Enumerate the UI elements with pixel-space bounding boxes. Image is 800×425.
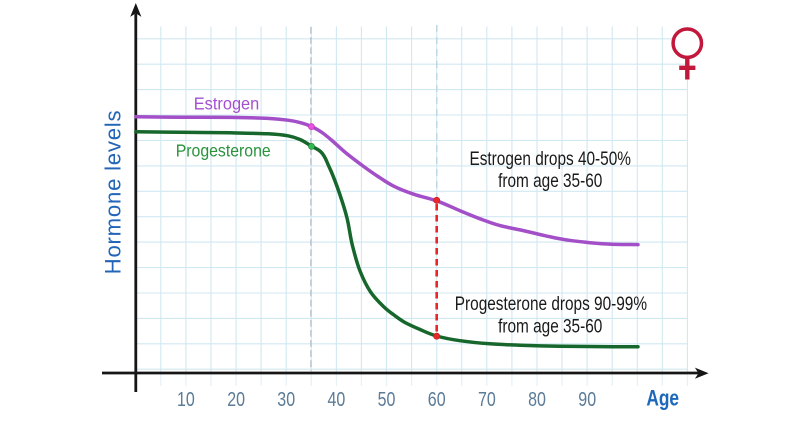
svg-text:70: 70 <box>478 387 496 410</box>
svg-text:20: 20 <box>227 387 245 410</box>
svg-text:10: 10 <box>177 387 195 410</box>
svg-text:Age: Age <box>646 386 679 411</box>
svg-text:30: 30 <box>277 387 295 410</box>
svg-text:Hormone levels: Hormone levels <box>100 110 125 275</box>
svg-text:40: 40 <box>328 387 346 410</box>
svg-text:60: 60 <box>428 387 446 410</box>
svg-text:Estrogen: Estrogen <box>194 93 259 114</box>
svg-text:from age 35-60: from age 35-60 <box>498 169 602 191</box>
svg-text:90: 90 <box>578 387 596 410</box>
svg-text:Progesterone drops 90-99%: Progesterone drops 90-99% <box>455 292 647 314</box>
svg-text:80: 80 <box>528 387 546 410</box>
svg-text:50: 50 <box>378 387 396 410</box>
svg-text:Progesterone: Progesterone <box>176 140 271 160</box>
svg-text:from age 35-60: from age 35-60 <box>498 315 602 337</box>
svg-text:Estrogen drops 40-50%: Estrogen drops 40-50% <box>469 147 630 169</box>
